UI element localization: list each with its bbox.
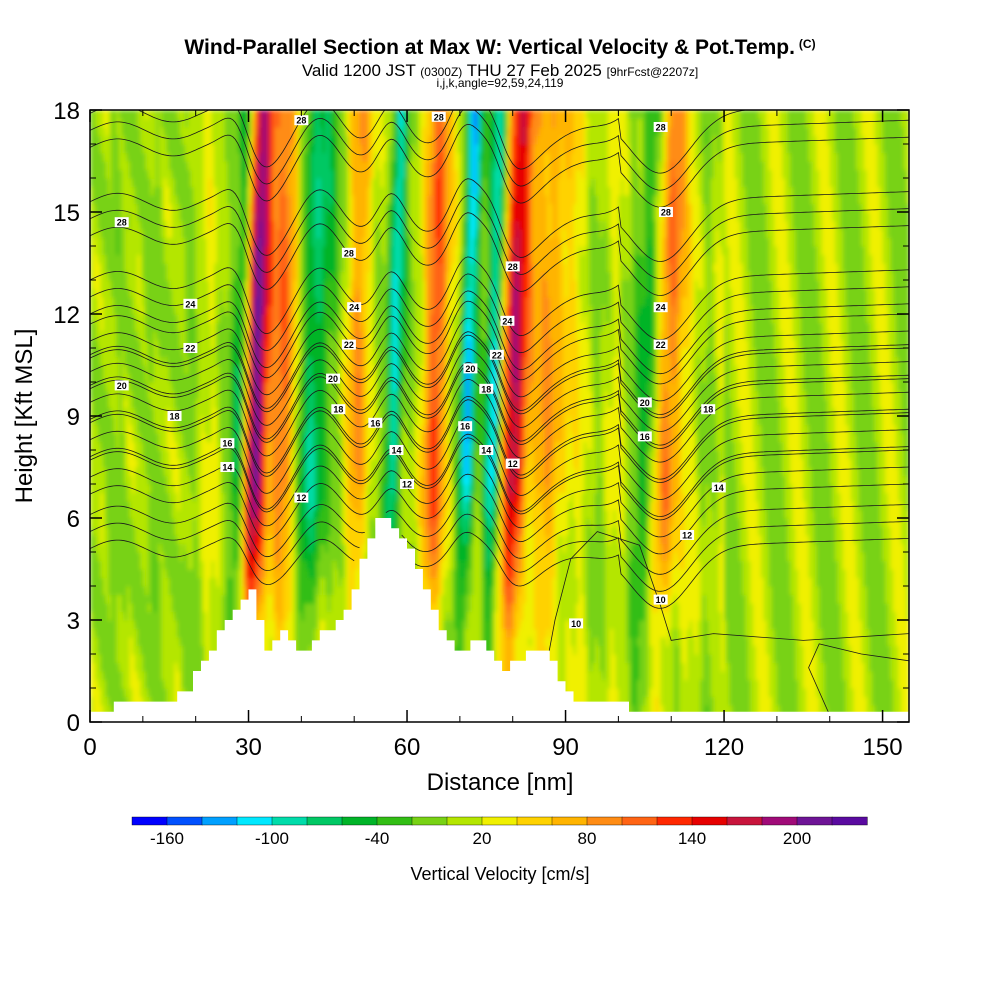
contour-label: 28 [434, 112, 444, 122]
x-tick-label: 30 [235, 734, 262, 761]
x-tick-label: 120 [704, 734, 744, 761]
contour-label: 12 [682, 531, 692, 541]
colorbar-swatch [236, 816, 273, 826]
x-tick-label: 90 [552, 734, 579, 761]
colorbar-tick-label: -40 [365, 829, 390, 848]
contour-label: 14 [714, 483, 724, 493]
colorbar-swatch [621, 816, 658, 826]
contour-label: 16 [460, 422, 470, 432]
subtitle-valid-time: Valid 1200 JST [302, 61, 416, 80]
colorbar-swatch [201, 816, 238, 826]
y-tick-label: 6 [67, 506, 80, 533]
colorbar-swatch [131, 816, 168, 826]
colorbar-swatch [306, 816, 343, 826]
copyright-mark: (C) [799, 37, 816, 51]
subtitle-date: THU 27 Feb 2025 [467, 61, 602, 80]
x-tick-label: 60 [394, 734, 421, 761]
contour-label: 22 [656, 340, 666, 350]
contour-label: 18 [703, 405, 713, 415]
contour-label: 10 [656, 595, 666, 605]
colorbar-tick-label: 20 [473, 829, 492, 848]
contour-label: 18 [170, 412, 180, 422]
contour-label: 22 [344, 340, 354, 350]
y-axis-label: Height [Kft MSL] [11, 329, 38, 504]
subtitle-forecast: [9hrFcst@2207z] [607, 65, 699, 79]
contour-label: 14 [481, 446, 491, 456]
contour-label: 14 [222, 463, 232, 473]
contour-label: 22 [492, 350, 502, 360]
x-tick-label: 0 [83, 734, 96, 761]
chart-subtitle-indices: i,j,k,angle=92,59,24,119 [0, 76, 1000, 90]
colorbar-swatch [446, 816, 483, 826]
colorbar-swatch [691, 816, 728, 826]
contour-label: 18 [333, 405, 343, 415]
x-tick-label: 150 [863, 734, 903, 761]
y-tick-label: 12 [53, 302, 80, 329]
contour-label: 12 [508, 459, 518, 469]
contour-label: 24 [349, 303, 359, 313]
colorbar-swatch [551, 816, 588, 826]
y-tick-label: 18 [53, 98, 80, 125]
colorbar-tick-label: 140 [678, 829, 706, 848]
contour-label: 18 [481, 384, 491, 394]
y-tick-label: 15 [53, 200, 80, 227]
contour-label: 20 [640, 398, 650, 408]
contour-label: 16 [222, 439, 232, 449]
contour-label: 22 [185, 344, 195, 354]
contour-label: 28 [296, 116, 306, 126]
colorbar-swatch [796, 816, 833, 826]
contour-label: 24 [502, 316, 512, 326]
y-tick-label: 0 [67, 710, 80, 737]
y-tick-label: 9 [67, 404, 80, 431]
contour-label: 24 [656, 303, 666, 313]
colorbar-tick-label: 80 [578, 829, 597, 848]
subtitle-utc-time: (0300Z) [420, 65, 462, 79]
colorbar-swatch [516, 816, 553, 826]
contour-label: 28 [656, 123, 666, 133]
colorbar-label: Vertical Velocity [cm/s] [410, 864, 589, 884]
contour-label: 20 [328, 374, 338, 384]
colorbar-swatch [271, 816, 308, 826]
terrain [90, 518, 909, 722]
colorbar-swatch [656, 816, 693, 826]
colorbar-swatch [831, 816, 868, 826]
colorbar-tick-label: -160 [150, 829, 184, 848]
axes: 0 30 60 90 120 150 0 3 6 9 12 15 18 [53, 98, 909, 761]
velocity-field [90, 110, 909, 722]
contour-label: 12 [402, 480, 412, 490]
colorbar-swatch [341, 816, 378, 826]
contour-label: 28 [661, 208, 671, 218]
chart-subtitle: Valid 1200 JST (0300Z) THU 27 Feb 2025 [… [0, 61, 1000, 81]
contour-label: 28 [117, 218, 127, 228]
contour-label: 28 [344, 248, 354, 258]
colorbar-swatch [411, 816, 448, 826]
contour-label: 20 [117, 381, 127, 391]
colorbar-swatch [761, 816, 798, 826]
colorbar: -160 -100 -40 20 80 140 200 [131, 816, 868, 848]
colorbar-swatch [376, 816, 413, 826]
contour-label: 16 [640, 432, 650, 442]
colorbar-swatch [726, 816, 763, 826]
contour-label: 16 [370, 418, 380, 428]
contour-label: 10 [571, 619, 581, 629]
chart-title-text: Wind-Parallel Section at Max W: Vertical… [184, 36, 795, 59]
chart-title: Wind-Parallel Section at Max W: Vertical… [0, 36, 1000, 60]
contour-label: 14 [391, 446, 401, 456]
contour-label: 28 [508, 262, 518, 272]
colorbar-swatch [166, 816, 203, 826]
colorbar-swatch [481, 816, 518, 826]
colorbar-tick-label: -100 [255, 829, 289, 848]
colorbar-tick-label: 200 [783, 829, 811, 848]
contour-label: 24 [185, 299, 195, 309]
contour-label: 20 [465, 364, 475, 374]
y-tick-label: 3 [67, 608, 80, 635]
x-axis-label: Distance [nm] [427, 769, 574, 796]
contour-label: 12 [296, 493, 306, 503]
contour-labels: 28 24 22 20 18 16 14 12 28 28 24 22 20 18 16 14 12 28 28 24… [114, 111, 726, 629]
colorbar-swatch [586, 816, 623, 826]
